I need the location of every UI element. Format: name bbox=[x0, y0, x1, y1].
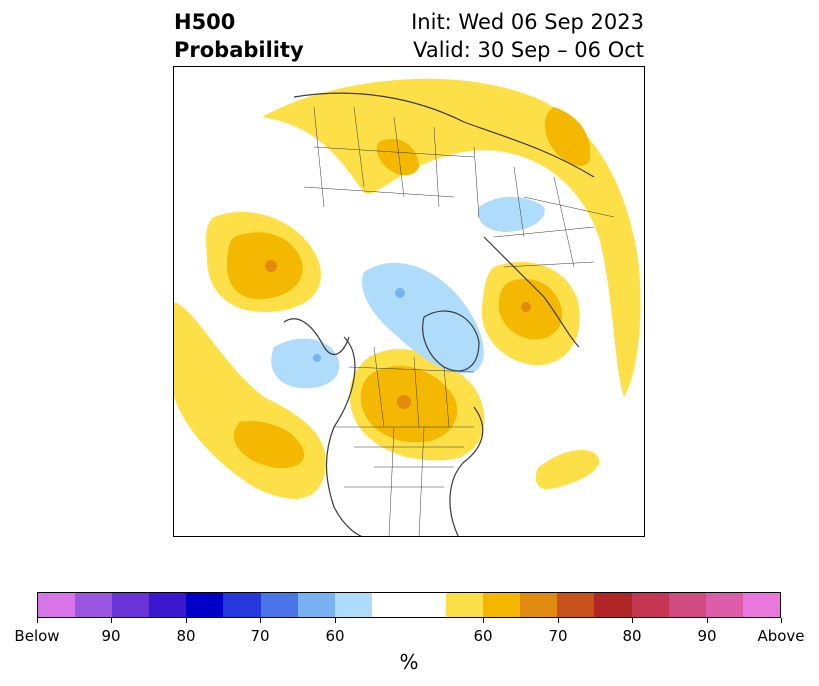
above70-spot-3 bbox=[521, 302, 531, 312]
init-date: Init: Wed 06 Sep 2023 bbox=[411, 10, 644, 34]
coast-greenland bbox=[422, 310, 480, 372]
valid-range: Valid: 30 Sep – 06 Oct bbox=[413, 38, 644, 62]
coast-asia bbox=[293, 92, 595, 178]
colorbar-swatch bbox=[38, 593, 76, 617]
colorbar-swatch bbox=[186, 593, 224, 617]
chart-title: H500 Probability bbox=[174, 8, 304, 64]
colorbar-swatch bbox=[483, 593, 521, 617]
colorbar-swatch bbox=[75, 593, 113, 617]
colorbar-tick-label: 60 bbox=[325, 627, 345, 645]
colorbar-tick-mark bbox=[260, 618, 261, 623]
borders-us bbox=[334, 426, 474, 536]
below-region-siberia bbox=[477, 196, 545, 232]
colorbar-swatch bbox=[705, 593, 743, 617]
coast-north-america bbox=[325, 336, 484, 536]
colorbar-swatch bbox=[112, 593, 150, 617]
colorbar-swatch bbox=[631, 593, 669, 617]
colorbar-swatch bbox=[594, 593, 632, 617]
colorbar-swatch bbox=[223, 593, 261, 617]
title-product: Probability bbox=[174, 38, 304, 62]
colorbar-swatch bbox=[668, 593, 706, 617]
colorbar-tick-mark bbox=[111, 618, 112, 623]
coastlines bbox=[283, 92, 595, 536]
colorbar-tick-label: 70 bbox=[250, 627, 270, 645]
borders-canada bbox=[348, 346, 475, 428]
borders-eurasia bbox=[313, 106, 595, 268]
colorbar-tick-mark bbox=[37, 618, 38, 623]
colorbar-tick-label: 80 bbox=[176, 627, 196, 645]
below65-spot-2 bbox=[313, 354, 321, 362]
above65-central bbox=[376, 138, 419, 176]
colorbar-swatch bbox=[520, 593, 558, 617]
colorbar-tick-label: 80 bbox=[622, 627, 642, 645]
colorbar-swatch bbox=[371, 593, 409, 617]
coast-alaska bbox=[283, 318, 350, 355]
colorbar-tick-mark bbox=[632, 618, 633, 623]
colorbar-tick-mark bbox=[186, 618, 187, 623]
colorbar-swatch bbox=[297, 593, 335, 617]
above-70-spots bbox=[265, 260, 531, 409]
colorbar-swatch bbox=[260, 593, 298, 617]
borders-misc bbox=[303, 146, 615, 218]
above65-gulf-alaska bbox=[226, 232, 303, 299]
probability-map bbox=[173, 66, 645, 537]
political-borders bbox=[303, 106, 615, 536]
colorbar-tick-label: 60 bbox=[473, 627, 493, 645]
colorbar-tick-mark bbox=[781, 618, 782, 623]
colorbar-tick-mark bbox=[483, 618, 484, 623]
colorbar-swatch bbox=[149, 593, 187, 617]
above70-spot-2 bbox=[397, 395, 411, 409]
above-region-pacific-band bbox=[174, 302, 326, 499]
above-region-siberia-arc bbox=[262, 78, 641, 398]
chart-dates: Init: Wed 06 Sep 2023 Valid: 30 Sep – 06… bbox=[411, 8, 644, 64]
coast-europe bbox=[483, 236, 580, 348]
below-region-arctic bbox=[362, 262, 484, 374]
above65-siberia bbox=[544, 107, 591, 166]
below-region-pacific bbox=[271, 338, 340, 389]
below-normal-regions bbox=[271, 196, 545, 389]
colorbar-tick-label: 90 bbox=[101, 627, 121, 645]
above-region-atlantic-small bbox=[535, 449, 600, 490]
colorbar-swatch bbox=[742, 593, 780, 617]
colorbar-swatch bbox=[446, 593, 484, 617]
colorbar-tick-mark bbox=[335, 618, 336, 623]
colorbar-swatch bbox=[408, 593, 447, 617]
colorbar-swatch bbox=[334, 593, 372, 617]
colorbar-tick-label: Above bbox=[757, 627, 805, 645]
colorbar-tick-label: 90 bbox=[697, 627, 717, 645]
below-65-spots bbox=[313, 288, 405, 362]
title-variable: H500 bbox=[174, 10, 236, 34]
colorbar-swatch bbox=[557, 593, 595, 617]
colorbar-tick-label: 70 bbox=[548, 627, 568, 645]
colorbar-unit: % bbox=[399, 650, 419, 674]
colorbar-tick-mark bbox=[558, 618, 559, 623]
above65-pacific bbox=[233, 421, 305, 469]
below65-spot-1 bbox=[395, 288, 405, 298]
colorbar-tick-mark bbox=[707, 618, 708, 623]
colorbar bbox=[37, 592, 781, 618]
colorbar-tick-label: Below bbox=[14, 627, 60, 645]
above70-spot-1 bbox=[265, 260, 277, 272]
